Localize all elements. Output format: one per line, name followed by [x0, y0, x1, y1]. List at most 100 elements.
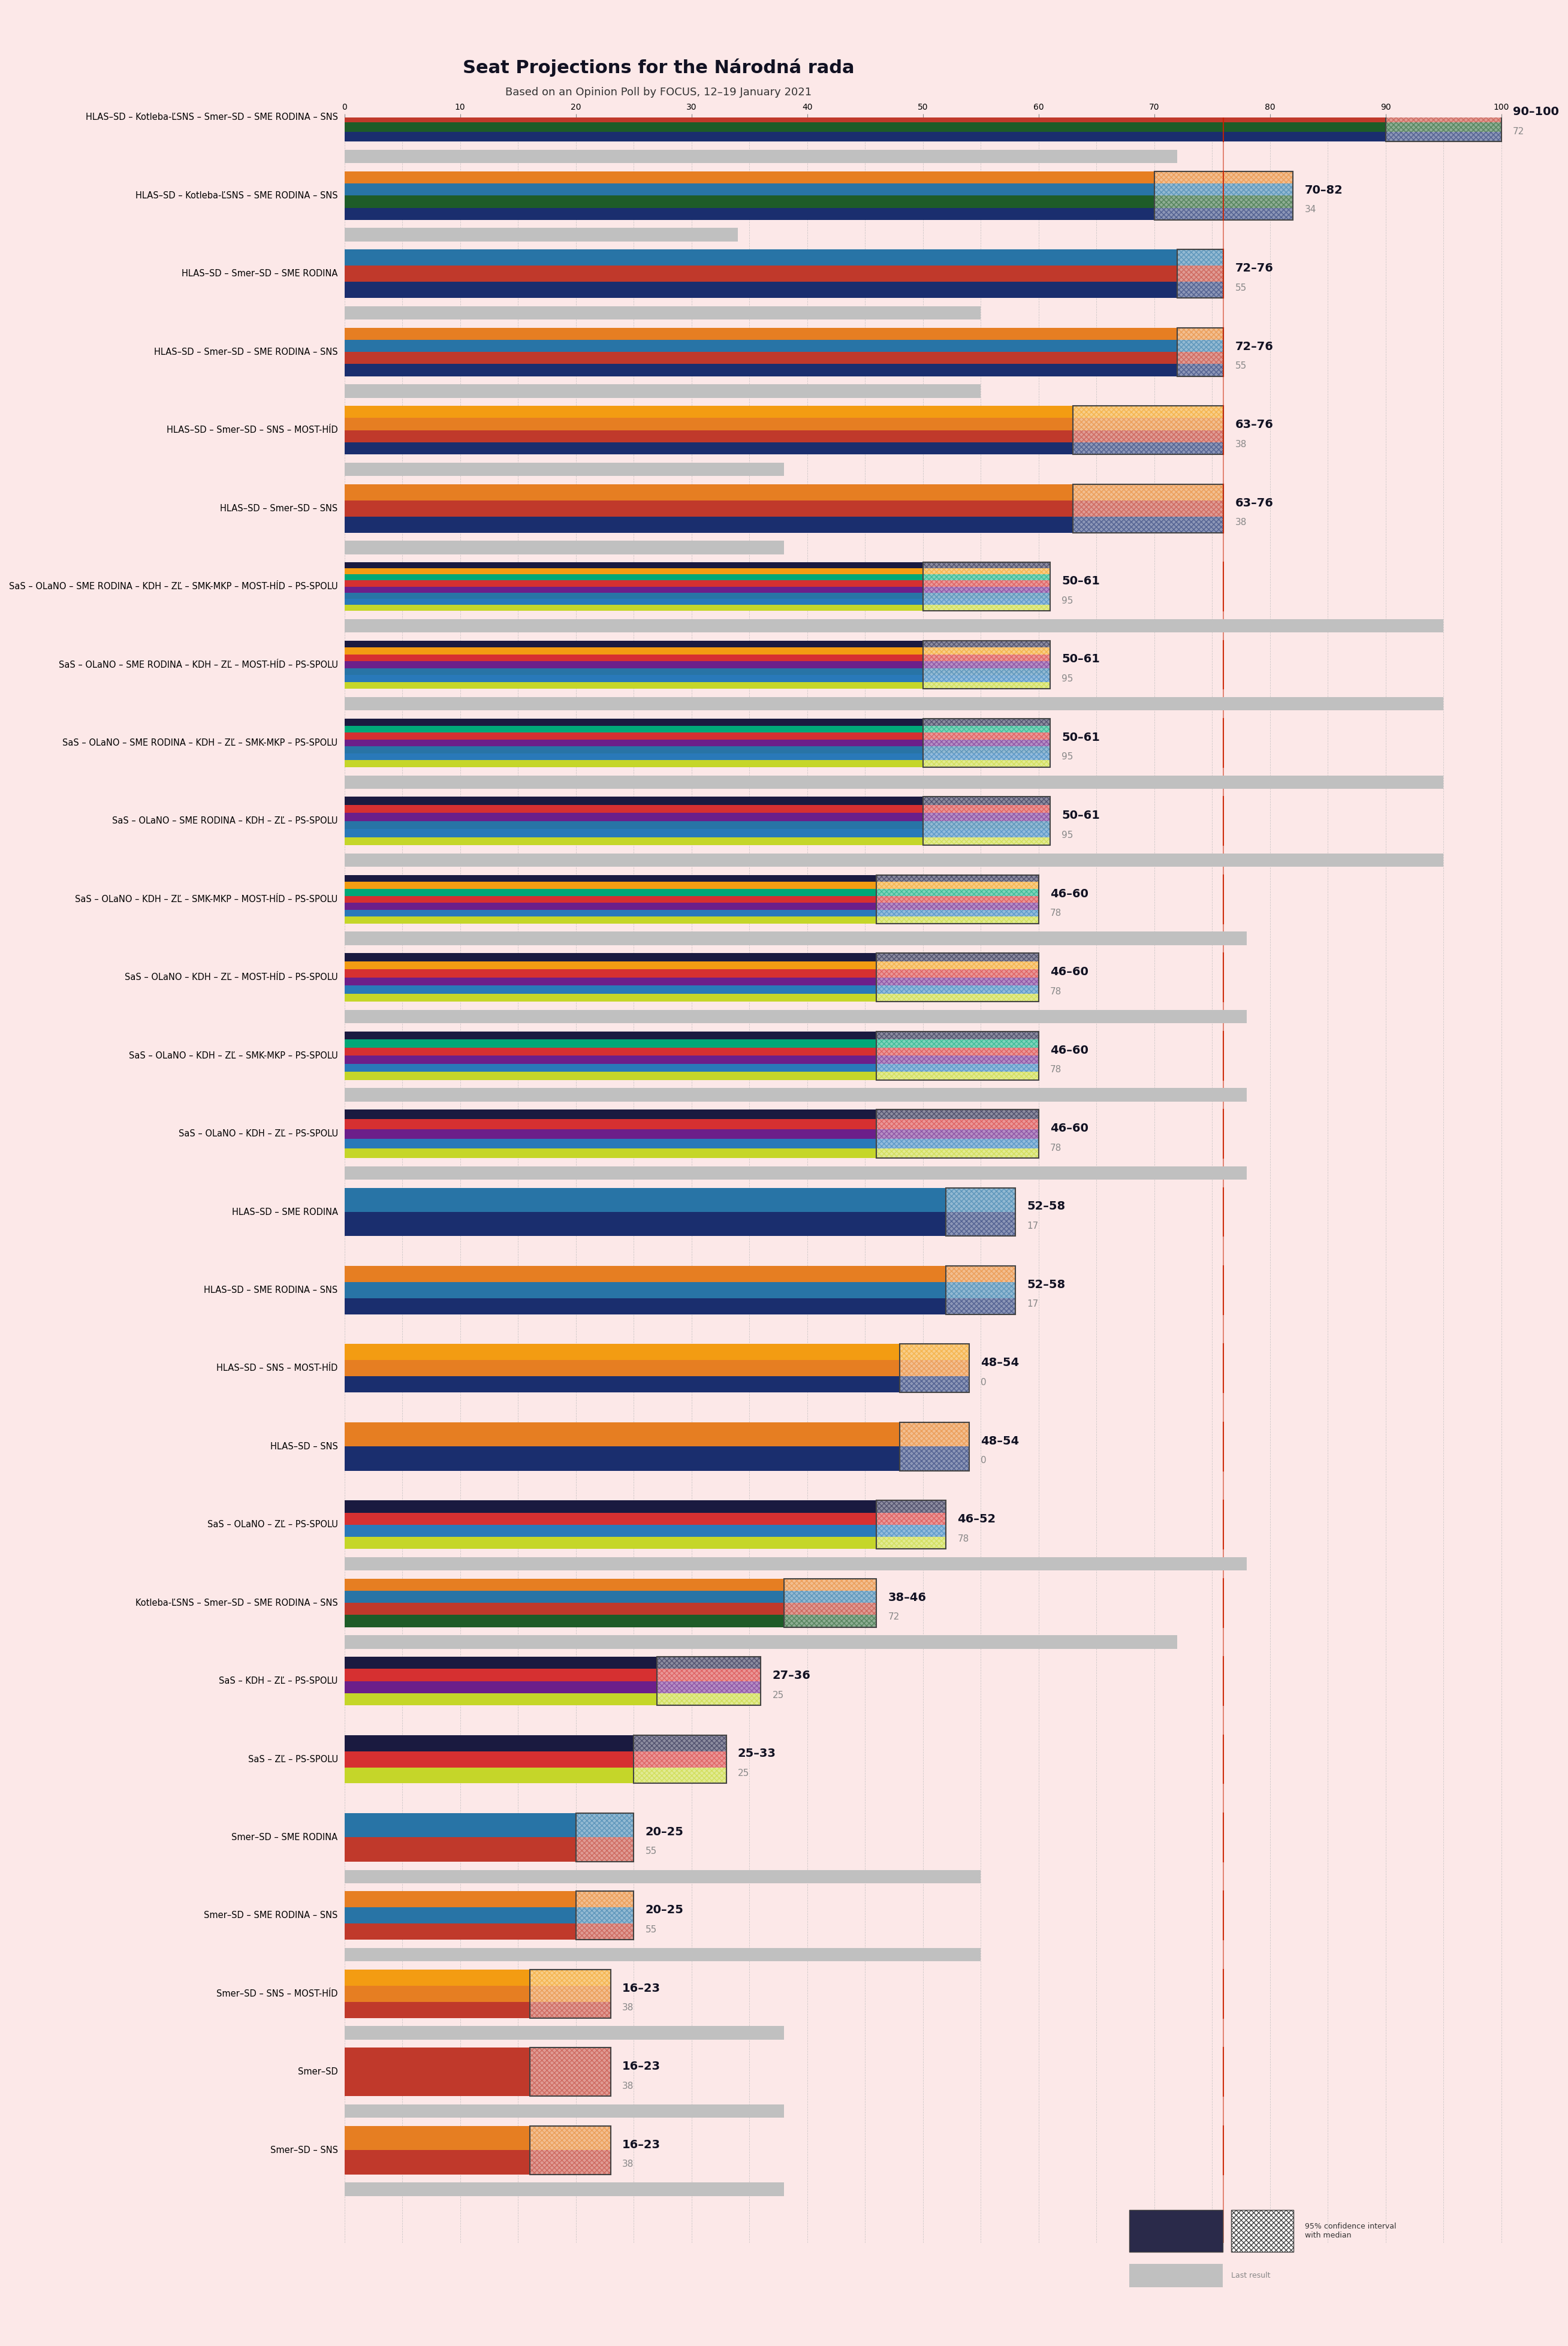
- Bar: [345, 183, 1154, 195]
- Bar: [924, 814, 1051, 821]
- Bar: [924, 805, 1051, 814]
- Bar: [924, 640, 1051, 647]
- Text: 50–61: 50–61: [1062, 655, 1099, 664]
- Bar: [345, 1579, 784, 1591]
- Bar: [345, 1525, 877, 1537]
- Bar: [345, 1447, 900, 1471]
- Bar: [924, 647, 1051, 655]
- Bar: [784, 1579, 877, 1628]
- Bar: [1154, 209, 1294, 221]
- Bar: [924, 662, 1051, 669]
- Bar: [345, 1537, 877, 1548]
- Text: 38: 38: [622, 2161, 633, 2168]
- Bar: [345, 647, 924, 655]
- Bar: [345, 1009, 1247, 1023]
- Bar: [877, 962, 1038, 969]
- Bar: [345, 328, 1178, 340]
- Text: 78: 78: [1051, 908, 1062, 917]
- Text: 72–76: 72–76: [1236, 263, 1273, 274]
- Bar: [345, 854, 1443, 868]
- Bar: [1386, 122, 1501, 131]
- Bar: [657, 1656, 760, 1706]
- Text: 50–61: 50–61: [1062, 732, 1099, 744]
- Bar: [345, 1166, 1247, 1180]
- Bar: [877, 1501, 946, 1548]
- Bar: [924, 563, 1051, 568]
- Bar: [345, 1870, 980, 1884]
- Bar: [530, 1971, 610, 1985]
- Bar: [345, 579, 924, 586]
- Bar: [1178, 328, 1223, 375]
- Bar: [345, 568, 924, 575]
- Text: 50–61: 50–61: [1062, 809, 1099, 821]
- Bar: [345, 1213, 946, 1236]
- Bar: [345, 462, 784, 476]
- Bar: [877, 1537, 946, 1548]
- Bar: [345, 985, 877, 995]
- Bar: [345, 931, 1247, 945]
- Bar: [1178, 249, 1223, 265]
- Bar: [575, 1924, 633, 1940]
- Bar: [784, 1602, 877, 1614]
- Bar: [345, 1128, 877, 1138]
- Bar: [1178, 249, 1223, 298]
- Bar: [345, 385, 980, 399]
- Bar: [345, 1049, 877, 1056]
- Bar: [1154, 171, 1294, 183]
- Bar: [345, 575, 924, 579]
- Bar: [345, 952, 877, 962]
- Text: 52–58: 52–58: [1027, 1279, 1065, 1290]
- Bar: [345, 917, 877, 924]
- Bar: [657, 1668, 760, 1682]
- Bar: [345, 418, 1073, 429]
- Text: 46–52: 46–52: [958, 1513, 996, 1525]
- Bar: [530, 2151, 610, 2175]
- Text: 55: 55: [1236, 284, 1247, 293]
- Bar: [530, 1971, 610, 2018]
- Bar: [924, 640, 1051, 690]
- Bar: [345, 683, 924, 690]
- Bar: [924, 579, 1051, 586]
- Bar: [900, 1422, 969, 1471]
- Bar: [530, 2125, 610, 2175]
- Bar: [345, 2151, 530, 2175]
- Bar: [345, 1591, 784, 1602]
- Bar: [345, 307, 980, 319]
- Bar: [345, 1422, 900, 1447]
- Bar: [345, 1635, 1178, 1649]
- Bar: [575, 1891, 633, 1907]
- Text: 95: 95: [1062, 753, 1073, 762]
- Bar: [657, 1656, 760, 1706]
- Bar: [877, 1063, 1038, 1072]
- Bar: [924, 683, 1051, 690]
- Bar: [345, 2001, 530, 2018]
- Bar: [924, 669, 1051, 676]
- Bar: [877, 889, 1038, 896]
- Bar: [345, 669, 924, 676]
- Bar: [345, 1056, 877, 1063]
- Bar: [530, 2048, 610, 2097]
- Bar: [345, 1971, 530, 1985]
- Bar: [345, 875, 877, 882]
- Bar: [1386, 103, 1501, 113]
- Bar: [877, 1128, 1038, 1138]
- Bar: [1178, 340, 1223, 352]
- Bar: [345, 1907, 575, 1924]
- Bar: [924, 838, 1051, 845]
- Bar: [345, 131, 1386, 141]
- Text: 95: 95: [1062, 673, 1073, 683]
- Bar: [345, 838, 924, 845]
- Bar: [345, 443, 1073, 455]
- Bar: [877, 1110, 1038, 1159]
- Bar: [877, 1072, 1038, 1079]
- Bar: [877, 969, 1038, 978]
- Bar: [345, 209, 1154, 221]
- Bar: [345, 122, 1386, 131]
- Bar: [345, 150, 1178, 164]
- Text: 38: 38: [1236, 439, 1247, 448]
- Bar: [530, 2048, 610, 2097]
- Bar: [924, 598, 1051, 605]
- Text: 25: 25: [739, 1769, 750, 1778]
- Bar: [877, 1039, 1038, 1049]
- Bar: [900, 1344, 969, 1361]
